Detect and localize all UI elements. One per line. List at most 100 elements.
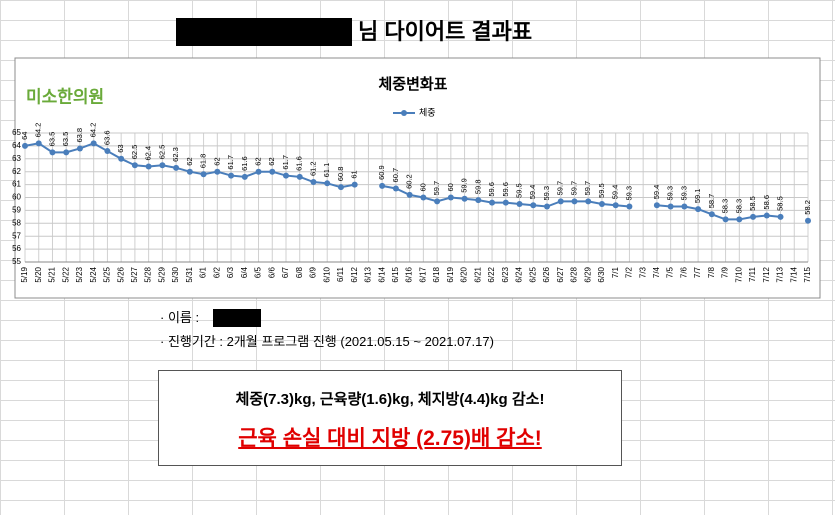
y-tick-label: 57: [12, 231, 21, 240]
y-tick-label: 63: [12, 154, 21, 163]
value-label: 59.3: [666, 186, 675, 201]
value-label: 61.6: [240, 156, 249, 171]
point: [49, 149, 56, 156]
value-label: 58.3: [721, 199, 730, 214]
x-tick-label: 6/13: [364, 266, 373, 282]
value-label: 58.6: [762, 195, 771, 210]
x-tick-label: 6/24: [515, 266, 524, 282]
value-label: 62.3: [171, 147, 180, 162]
x-tick-label: 6/28: [570, 266, 579, 282]
x-tick-label: 7/4: [652, 266, 661, 278]
value-label: 61.1: [322, 163, 331, 178]
value-label: 62.4: [144, 146, 153, 161]
x-tick-label: 6/8: [295, 266, 304, 278]
x-tick-label: 5/23: [75, 266, 84, 282]
x-tick-label: 7/11: [748, 266, 757, 282]
x-tick-label: 6/27: [556, 266, 565, 282]
x-tick-label: 6/26: [542, 266, 551, 282]
value-label: 59.7: [569, 181, 578, 196]
point: [736, 216, 743, 223]
x-tick-label: 6/3: [226, 266, 235, 278]
point: [63, 149, 70, 156]
point: [269, 168, 276, 175]
value-label: 61: [350, 170, 359, 178]
value-label: 60: [418, 183, 427, 191]
value-label: 58.2: [803, 200, 812, 215]
point: [351, 181, 358, 188]
x-tick-label: 5/26: [116, 266, 125, 282]
point: [159, 162, 166, 169]
value-label: 62: [212, 157, 221, 165]
point: [571, 198, 578, 205]
point: [530, 202, 537, 209]
x-tick-label: 6/25: [528, 266, 537, 282]
value-label: 64.2: [89, 123, 98, 138]
value-label: 60.8: [336, 167, 345, 182]
x-tick-label: 6/1: [199, 266, 208, 278]
x-tick-label: 7/7: [693, 266, 702, 278]
point: [214, 168, 221, 175]
value-label: 63.6: [102, 130, 111, 145]
value-label: 61.7: [281, 155, 290, 170]
value-label: 59.7: [432, 181, 441, 196]
x-tick-label: 7/5: [666, 266, 675, 278]
redaction: [176, 18, 352, 46]
x-tick-label: 5/22: [61, 266, 70, 282]
y-tick-label: 65: [12, 128, 21, 137]
x-tick-label: 6/6: [267, 266, 276, 278]
point: [241, 173, 248, 180]
value-label: 64: [20, 132, 29, 140]
value-label: 60.2: [405, 174, 414, 189]
point: [475, 197, 482, 204]
value-label: 59.7: [556, 181, 565, 196]
value-label: 59.4: [652, 185, 661, 200]
x-tick-label: 5/29: [157, 266, 166, 282]
point: [502, 199, 509, 206]
point: [420, 194, 427, 201]
x-tick-label: 6/30: [597, 266, 606, 282]
name-label: · 이름 :: [160, 310, 200, 325]
x-tick-label: 6/20: [460, 266, 469, 282]
x-tick-label: 6/10: [322, 266, 331, 282]
value-label: 58.5: [748, 196, 757, 211]
point: [296, 173, 303, 180]
point: [777, 213, 784, 220]
value-label: 63.8: [75, 128, 84, 143]
value-label: 59.4: [528, 185, 537, 200]
value-label: 61.2: [308, 161, 317, 176]
point: [489, 199, 496, 206]
x-tick-label: 6/12: [350, 266, 359, 282]
value-label: 58.3: [734, 199, 743, 214]
point: [653, 202, 660, 209]
x-tick-label: 5/24: [89, 266, 98, 282]
value-label: 59.8: [473, 179, 482, 194]
y-tick-label: 56: [12, 244, 21, 253]
point: [22, 142, 28, 149]
value-label: 62.5: [130, 145, 139, 160]
point: [626, 203, 633, 210]
x-tick-label: 6/16: [405, 266, 414, 282]
series-line: [656, 204, 781, 221]
point: [708, 211, 715, 218]
point: [612, 202, 619, 209]
x-tick-label: 5/31: [185, 266, 194, 282]
x-tick-label: 5/19: [20, 266, 29, 282]
x-tick-label: 6/2: [212, 266, 221, 278]
x-tick-label: 5/21: [48, 266, 57, 282]
x-tick-label: 5/30: [171, 266, 180, 282]
x-tick-label: 7/6: [679, 266, 688, 278]
chart-frame: [14, 57, 821, 299]
x-tick-label: 7/2: [625, 266, 634, 278]
value-label: 59.5: [515, 183, 524, 198]
x-tick-label: 6/11: [336, 266, 345, 282]
logo: 미소한의원: [26, 87, 104, 106]
point: [516, 200, 523, 207]
value-label: 59.3: [542, 186, 551, 201]
point: [228, 172, 235, 179]
x-tick-label: 7/13: [776, 266, 785, 282]
value-label: 63: [116, 144, 125, 152]
value-label: 61.8: [199, 154, 208, 169]
point: [598, 200, 605, 207]
point: [461, 195, 468, 202]
point: [379, 182, 386, 189]
